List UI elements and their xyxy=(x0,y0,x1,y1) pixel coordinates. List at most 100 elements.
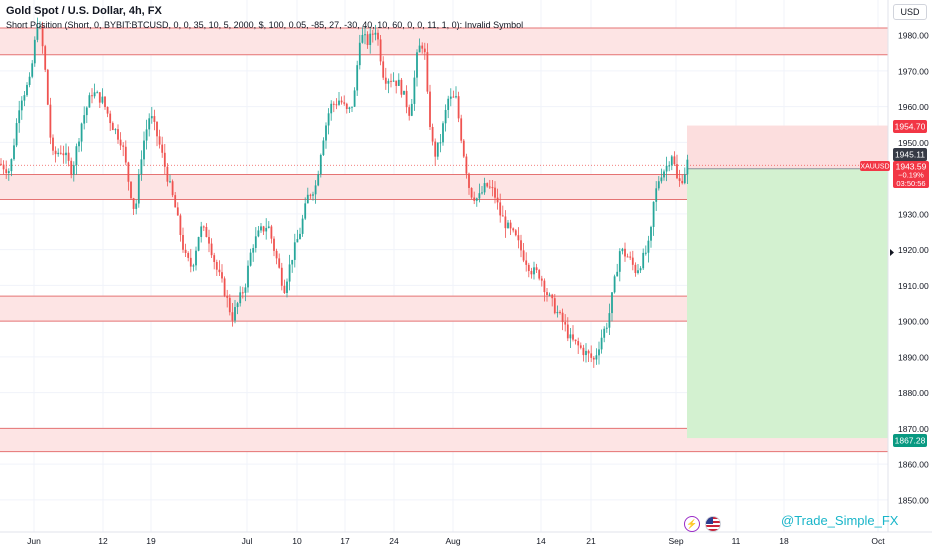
candle-body xyxy=(553,298,556,314)
candle-body xyxy=(18,110,21,124)
candle-body xyxy=(540,278,543,281)
price-tick-label: 1970.00 xyxy=(898,66,929,76)
candle-body xyxy=(2,164,5,170)
us-flag-icon[interactable] xyxy=(705,516,721,532)
candle-body xyxy=(340,100,343,103)
take-profit-area[interactable] xyxy=(687,168,888,439)
candle-body xyxy=(652,201,655,227)
candle-body xyxy=(530,271,533,275)
candle-body xyxy=(192,265,195,267)
candle-body xyxy=(132,198,135,209)
candle-body xyxy=(452,96,455,98)
candle-body xyxy=(135,203,138,209)
stop-loss-area[interactable] xyxy=(687,125,888,169)
candle-body xyxy=(0,163,2,165)
candle-body xyxy=(564,322,567,325)
candle-body xyxy=(306,194,309,204)
candle-body xyxy=(392,80,395,82)
candle-body xyxy=(301,218,304,234)
candle-body xyxy=(241,292,244,294)
candle-body xyxy=(101,96,104,103)
candle-body xyxy=(494,187,496,198)
candle-body xyxy=(189,257,192,267)
candle-body xyxy=(668,165,671,167)
indicator-legend[interactable]: Short Position (Short, 0, BYBIT:BTCUSD, … xyxy=(6,20,524,30)
candle-body xyxy=(252,247,255,253)
candle-body xyxy=(676,164,678,179)
candle-body xyxy=(481,192,483,194)
price-tick-label: 1900.00 xyxy=(898,317,929,327)
time-tick-label: 12 xyxy=(98,536,108,546)
candle-body xyxy=(608,313,611,328)
price-tick-label: 1870.00 xyxy=(898,424,929,434)
price-axis-bg[interactable] xyxy=(888,0,932,550)
candle-body xyxy=(585,350,587,356)
candle-body xyxy=(657,181,660,189)
candle-body xyxy=(153,116,156,122)
candle-body xyxy=(356,65,359,91)
candle-body xyxy=(260,226,262,231)
time-tick-label: Oct xyxy=(871,536,885,546)
price-tick-label: 1980.00 xyxy=(898,31,929,41)
candles-layer xyxy=(0,17,689,368)
candle-body xyxy=(54,150,57,155)
time-tick-label: Aug xyxy=(445,536,460,546)
candle-body xyxy=(626,256,629,258)
candle-body xyxy=(57,152,60,155)
candle-body xyxy=(127,162,130,182)
candle-body xyxy=(236,303,239,308)
candle-body xyxy=(15,123,18,146)
candle-body xyxy=(382,61,385,78)
candle-body xyxy=(317,174,320,186)
last-price-label: 1945.11 xyxy=(895,150,925,160)
candle-body xyxy=(600,337,603,350)
candle-body xyxy=(46,69,49,105)
candle-body xyxy=(436,142,439,157)
candle-body xyxy=(384,77,387,84)
candle-body xyxy=(291,259,294,265)
lightning-icon[interactable]: ⚡ xyxy=(684,516,700,532)
candle-body xyxy=(642,252,645,269)
candle-body xyxy=(299,233,301,240)
candle-body xyxy=(176,207,179,216)
candle-body xyxy=(663,171,665,178)
candle-body xyxy=(468,173,470,188)
candle-body xyxy=(296,239,299,243)
candle-body xyxy=(270,226,273,239)
target-price-badge xyxy=(893,434,927,447)
candle-body xyxy=(31,63,34,77)
candle-body xyxy=(444,109,447,124)
candle-body xyxy=(353,90,356,107)
candle-body xyxy=(447,98,450,110)
candle-body xyxy=(496,197,499,203)
time-tick-label: Jun xyxy=(27,536,41,546)
candle-body xyxy=(143,140,145,160)
candle-body xyxy=(371,33,374,35)
candle-body xyxy=(67,152,70,161)
candle-body xyxy=(416,52,418,78)
candle-body xyxy=(504,216,507,229)
time-tick-label: 11 xyxy=(732,536,741,546)
candle-body xyxy=(543,280,546,293)
currency-button[interactable]: USD xyxy=(893,4,927,20)
candle-body xyxy=(598,349,600,356)
time-tick-label: Jul xyxy=(242,536,253,546)
candle-body xyxy=(75,146,78,166)
candle-body xyxy=(104,96,106,108)
candle-body xyxy=(478,193,481,199)
candle-body xyxy=(369,33,372,45)
candle-body xyxy=(499,202,502,216)
candle-body xyxy=(442,123,444,143)
candle-body xyxy=(223,278,226,296)
candle-body xyxy=(23,95,26,101)
candle-body xyxy=(332,103,335,105)
candle-body xyxy=(65,152,67,156)
candle-body xyxy=(470,187,473,198)
candle-body xyxy=(525,260,528,265)
candle-body xyxy=(78,141,80,147)
price-axis: 1850.00 1860.00 1870.00 1880.00 1890.00 1900.… xyxy=(887,0,932,550)
candle-body xyxy=(405,90,408,108)
candle-body xyxy=(587,350,590,354)
